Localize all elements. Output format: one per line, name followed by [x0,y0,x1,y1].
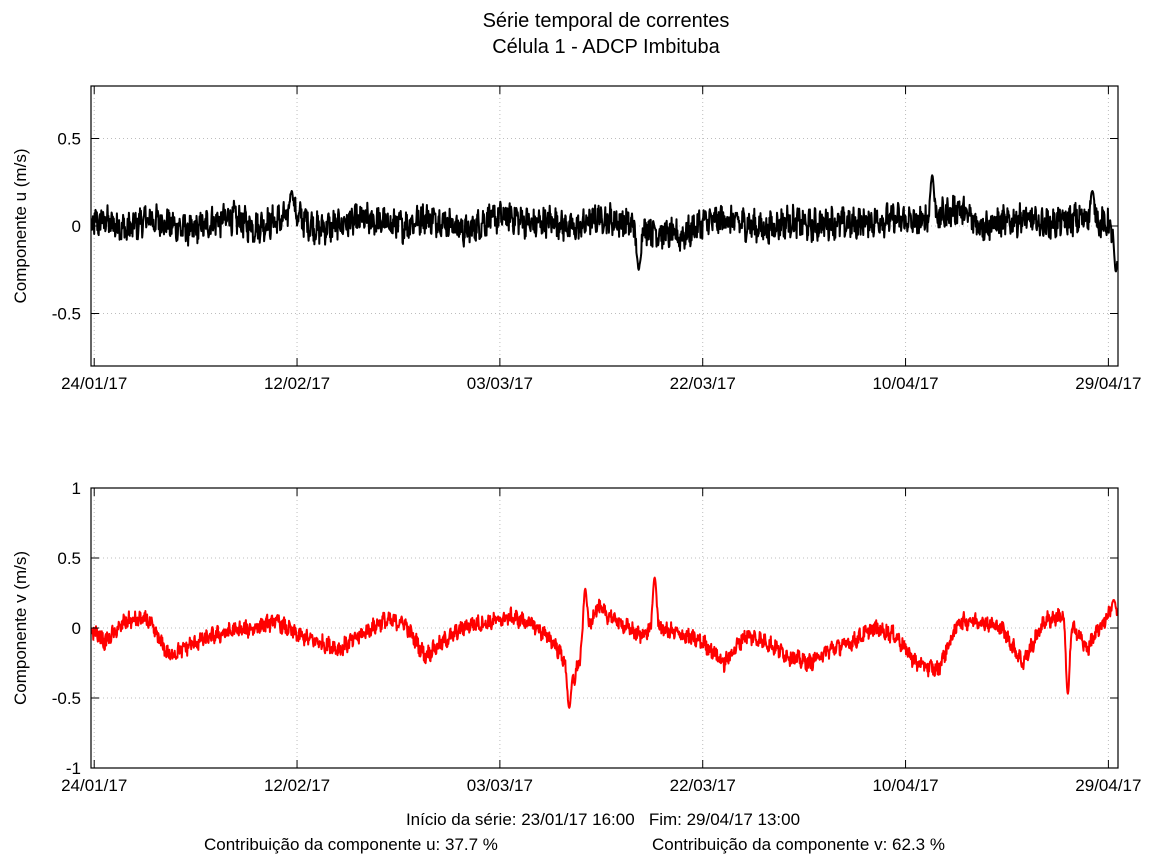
v-y-tick-label: -0.5 [52,689,81,708]
v-y-axis-label: Componente v (m/s) [11,551,30,705]
u-y-tick-label: 0 [72,217,81,236]
v-y-tick-label: 1 [72,479,81,498]
v-x-tick-label: 03/03/17 [467,776,533,795]
u-y-tick-label: -0.5 [52,305,81,324]
v-contribution-text: Contribuição da componente v: 62.3 % [652,835,945,854]
u-x-tick-label: 24/01/17 [61,374,127,393]
v-series-line [90,576,1119,709]
figure-title-line1: Série temporal de correntes [483,10,730,32]
u-x-tick-label: 10/04/17 [872,374,938,393]
v-x-tick-label: 10/04/17 [872,776,938,795]
v-x-tick-label: 24/01/17 [61,776,127,795]
u-component-panel: 24/01/17 12/02/17 03/03/17 22/03/17 10/04/17… [11,85,1141,393]
v-component-panel: 24/01/17 12/02/17 03/03/17 22/03/17 10/04/17… [11,479,1141,795]
v-y-tick-label: 0.5 [57,549,81,568]
v-x-tick-label: 12/02/17 [264,776,330,795]
u-series-line [90,174,1119,273]
u-contribution-text: Contribuição da componente u: 37.7 % [204,835,498,854]
v-y-tick-label: -1 [66,759,81,778]
u-x-tick-label: 12/02/17 [264,374,330,393]
v-x-tick-label: 22/03/17 [670,776,736,795]
u-x-tick-label: 03/03/17 [467,374,533,393]
v-x-tick-label: 29/04/17 [1075,776,1141,795]
u-x-tick-label: 29/04/17 [1075,374,1141,393]
figure-title-line2: Célula 1 - ADCP Imbituba [492,36,720,58]
u-y-axis-label: Componente u (m/s) [11,149,30,304]
series-period-text: Início da série: 23/01/17 16:00 Fim: 29/… [406,810,800,829]
u-y-tick-label: 0.5 [57,130,81,149]
v-y-tick-label: 0 [72,619,81,638]
u-x-tick-label: 22/03/17 [670,374,736,393]
